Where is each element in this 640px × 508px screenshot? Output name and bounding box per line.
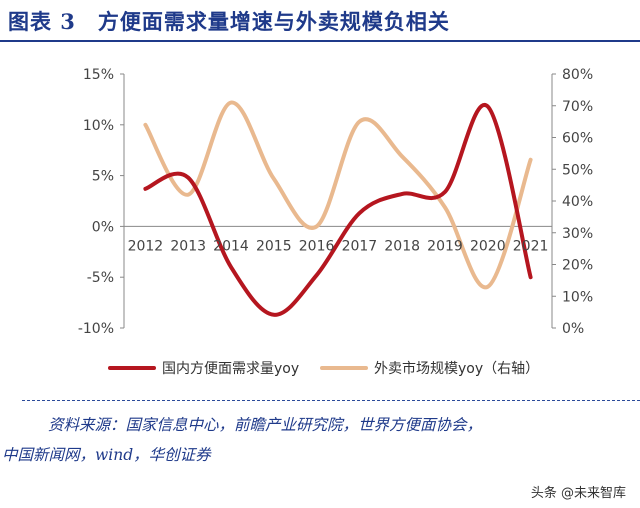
figure-title: 图表 3 方便面需求量增速与外卖规模负相关 bbox=[8, 9, 450, 34]
legend-item-takeaway-label: 外卖市场规模yoy（右轴） bbox=[374, 360, 539, 377]
watermark: 头条 @未来智库 bbox=[530, 486, 626, 501]
dual-axis-line-chart: 15% 10% 5% 0% -5% -10% 80% 70% 60% 50% 40% 30% 20% 10… bbox=[78, 67, 593, 377]
right-tick-label: 20% bbox=[562, 258, 593, 274]
left-tick-label: 10% bbox=[83, 118, 114, 134]
x-tick-label: 2014 bbox=[213, 238, 249, 254]
right-tick-label: 50% bbox=[562, 162, 593, 178]
x-tick-label: 2021 bbox=[513, 238, 549, 254]
x-tick-label: 2020 bbox=[470, 238, 506, 254]
legend-item-noodle-demand-label: 国内方便面需求量yoy bbox=[162, 361, 299, 377]
left-tick-label: 5% bbox=[92, 169, 114, 185]
x-tick-label: 2019 bbox=[427, 238, 463, 254]
header: 图表 3 方便面需求量增速与外卖规模负相关 bbox=[0, 0, 640, 42]
left-tick-label: -5% bbox=[87, 270, 114, 286]
legend: 国内方便面需求量yoy 外卖市场规模yoy（右轴） bbox=[108, 360, 539, 377]
left-tick-label: -10% bbox=[78, 321, 114, 337]
left-tick-label: 0% bbox=[92, 219, 114, 235]
right-tick-label: 40% bbox=[562, 194, 593, 210]
x-tick-label: 2012 bbox=[128, 238, 164, 254]
x-tick-label: 2018 bbox=[384, 238, 420, 254]
axes bbox=[120, 73, 556, 329]
source-line-2: 中国新闻网，wind，华创证券 bbox=[2, 446, 211, 464]
tick-labels: 15% 10% 5% 0% -5% -10% 80% 70% 60% 50% 40% 30% 20% 10… bbox=[78, 67, 593, 337]
source-line-1: 资料来源：国家信息中心，前瞻产业研究院，世界方便面协会， bbox=[48, 416, 483, 434]
right-tick-label: 60% bbox=[562, 131, 593, 147]
source-note: 资料来源：国家信息中心，前瞻产业研究院，世界方便面协会， 中国新闻网，wind，… bbox=[2, 410, 638, 470]
title-rule bbox=[0, 40, 640, 42]
takeaway-yoy-line bbox=[143, 100, 533, 290]
x-tick-label: 2013 bbox=[170, 238, 206, 254]
left-tick-label: 15% bbox=[83, 67, 114, 83]
noodle-demand-yoy-line bbox=[143, 102, 533, 317]
right-tick-label: 80% bbox=[562, 67, 593, 83]
series-lines bbox=[143, 100, 533, 317]
x-tick-label: 2017 bbox=[342, 238, 378, 254]
right-tick-label: 30% bbox=[562, 226, 593, 242]
right-tick-label: 10% bbox=[562, 289, 593, 305]
x-tick-label: 2016 bbox=[299, 238, 335, 254]
right-tick-label: 0% bbox=[562, 321, 584, 337]
source-divider bbox=[22, 400, 640, 402]
right-tick-label: 70% bbox=[562, 99, 593, 115]
x-tick-label: 2015 bbox=[256, 238, 292, 254]
